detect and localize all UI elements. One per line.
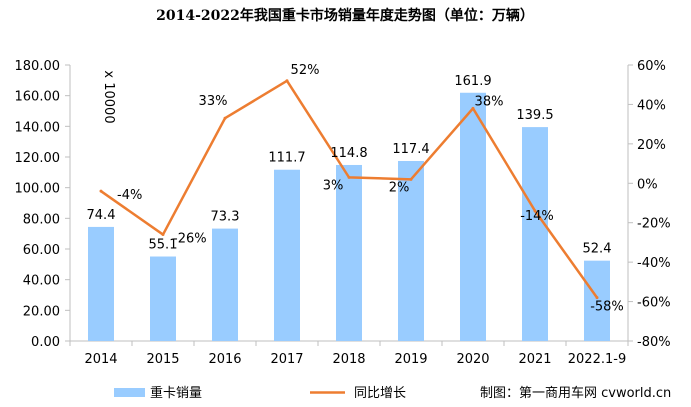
bar-value-label: 161.9 bbox=[454, 74, 491, 89]
y-left-tick-label: 20.00 bbox=[23, 304, 60, 319]
line-point bbox=[347, 175, 351, 179]
bar bbox=[460, 92, 486, 342]
bar bbox=[336, 164, 362, 341]
bar-value-label: 117.4 bbox=[392, 142, 429, 157]
bar bbox=[584, 260, 610, 341]
line-series bbox=[99, 79, 599, 300]
bar-value-label: 52.4 bbox=[583, 242, 612, 257]
bar bbox=[274, 169, 300, 341]
x-tick-label: 2021 bbox=[518, 352, 551, 367]
line-point bbox=[99, 189, 103, 193]
x-tick-label: 2022.1-9 bbox=[568, 352, 626, 367]
x-tick-label: 2016 bbox=[208, 352, 241, 367]
line-point bbox=[471, 106, 475, 110]
y-right-tick-label: 40% bbox=[637, 98, 666, 113]
bar-value-label: 114.8 bbox=[330, 146, 367, 161]
bar-value-label: 73.3 bbox=[211, 210, 240, 225]
data-labels: 74.4 55.1 73.3 111.7 114.8 117.4 161.9 139.5 52.… bbox=[87, 63, 624, 315]
line-value-label: 2% bbox=[389, 180, 410, 195]
bar-series bbox=[88, 92, 610, 342]
bar bbox=[212, 228, 238, 341]
y-left-tick-label: 60.00 bbox=[23, 243, 60, 258]
legend-swatch-bar bbox=[114, 388, 145, 397]
line-value-label: -58% bbox=[590, 300, 624, 315]
legend-label-bar: 重卡销量 bbox=[150, 385, 202, 401]
y-left-tick-label: 0.00 bbox=[31, 335, 60, 350]
y-right-tick-label: -40% bbox=[637, 256, 671, 271]
y-right-tick-label: 20% bbox=[637, 138, 666, 153]
y-right-tick-label: -20% bbox=[637, 217, 671, 232]
line-value-label: 33% bbox=[199, 94, 228, 109]
y-left-tick-label: 40.00 bbox=[23, 274, 60, 289]
y-right-tick-label: -60% bbox=[637, 296, 671, 311]
x-tick-label: 2017 bbox=[270, 352, 303, 367]
line-point bbox=[409, 177, 413, 181]
bar-value-label: 55.1 bbox=[149, 238, 178, 253]
x-tick-label: 2014 bbox=[84, 352, 117, 367]
line-value-label: -26% bbox=[173, 232, 207, 247]
x-tick-label: 2015 bbox=[146, 352, 179, 367]
legend: 重卡销量 同比增长 制图：第一商用车网 cvworld.cn bbox=[114, 385, 671, 401]
y-right-tick-label: -80% bbox=[637, 335, 671, 350]
chart-title: 2014-2022年我国重卡市场销量年度走势图（单位：万辆） bbox=[156, 7, 534, 24]
bar bbox=[88, 226, 114, 341]
y-left-tick-label: 120.00 bbox=[15, 151, 61, 166]
line-point bbox=[595, 296, 599, 300]
x-tick-label: 2018 bbox=[332, 352, 365, 367]
line-point bbox=[223, 116, 227, 120]
y-axis-unit-label: x 10000 bbox=[101, 70, 116, 123]
bar bbox=[150, 256, 176, 341]
line-point bbox=[533, 209, 537, 213]
line-value-label: -4% bbox=[117, 188, 142, 203]
x-tick-label: 2019 bbox=[394, 352, 427, 367]
line-point bbox=[161, 233, 165, 237]
line-point bbox=[285, 79, 289, 83]
axes: 0.00 20.00 40.00 60.00 80.00 100.00 120.00 140.… bbox=[15, 59, 671, 367]
bar-value-label: 139.5 bbox=[516, 108, 553, 123]
line-value-label: -14% bbox=[520, 209, 554, 224]
y-left-tick-label: 100.00 bbox=[15, 182, 61, 197]
line-value-label: 3% bbox=[323, 178, 344, 193]
x-tick-label: 2020 bbox=[456, 352, 489, 367]
y-left-tick-label: 180.00 bbox=[15, 59, 61, 74]
line-value-label: 52% bbox=[291, 63, 320, 78]
legend-label-line: 同比增长 bbox=[354, 386, 406, 401]
y-left-tick-label: 80.00 bbox=[23, 212, 60, 227]
bar-value-label: 74.4 bbox=[87, 208, 116, 223]
line-value-label: 38% bbox=[475, 94, 504, 109]
chart-credit: 制图：第一商用车网 cvworld.cn bbox=[480, 385, 671, 401]
y-right-tick-label: 0% bbox=[637, 177, 658, 192]
bar bbox=[398, 160, 424, 341]
y-left-tick-label: 160.00 bbox=[15, 90, 61, 105]
y-right-tick-label: 60% bbox=[637, 59, 666, 74]
y-left-tick-label: 140.00 bbox=[15, 120, 61, 135]
bar-value-label: 111.7 bbox=[268, 151, 305, 166]
bar bbox=[522, 127, 548, 341]
